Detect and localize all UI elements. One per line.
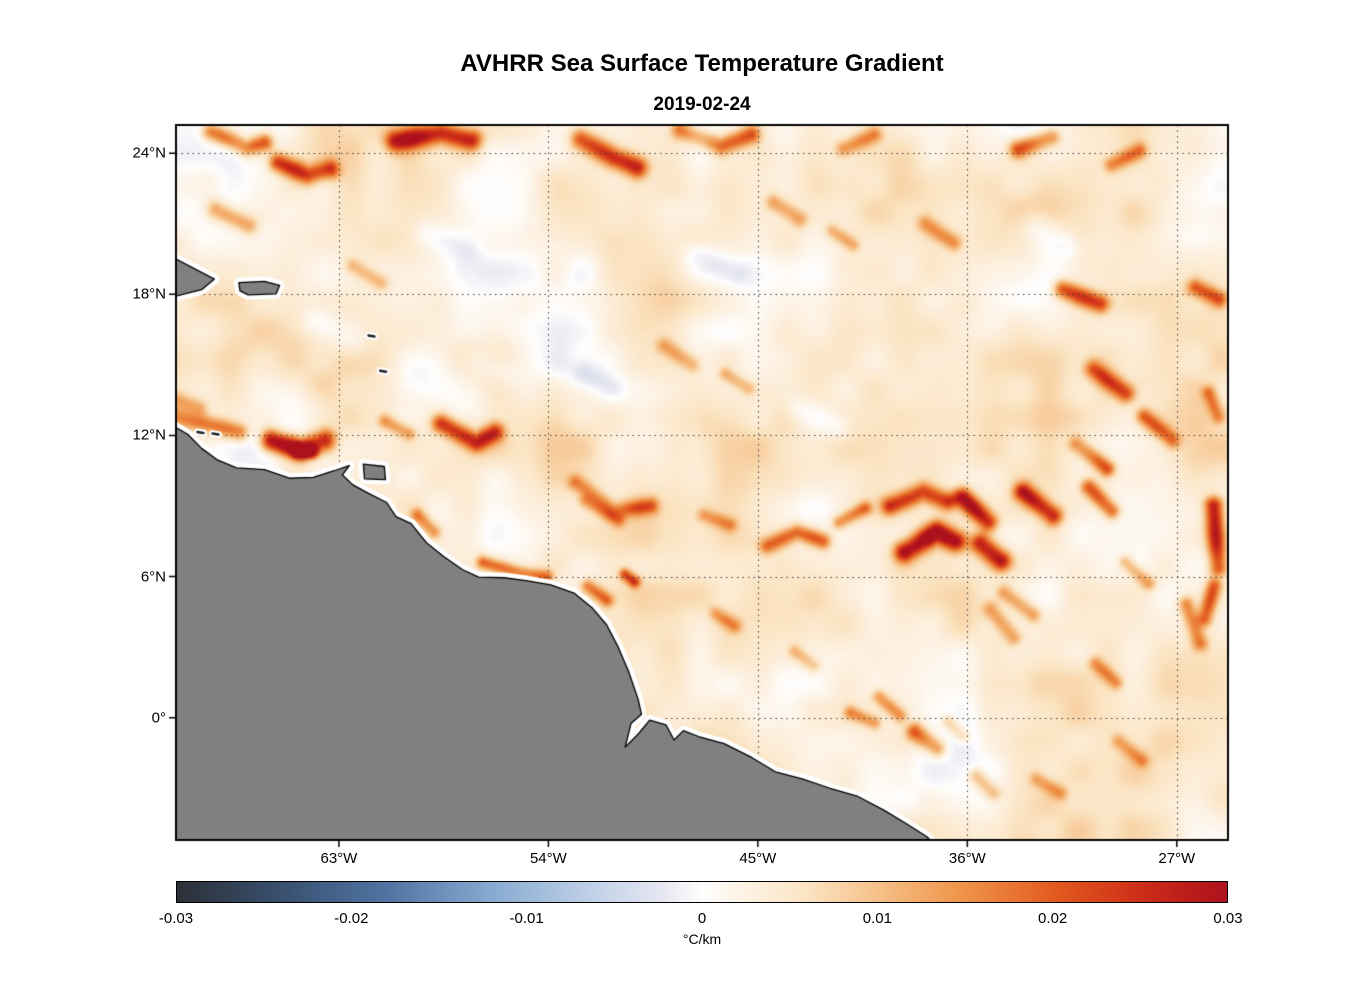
y-tick-label: 0° [151, 709, 166, 727]
x-tick-label: 36°W [948, 850, 986, 867]
colorbar-tick-label: 0.02 [1038, 910, 1068, 927]
x-tick-label: 45°W [739, 850, 777, 867]
colorbar-tick-label: 0.03 [1213, 910, 1243, 927]
colorbar-tick-label: -0.03 [158, 910, 194, 927]
colorbar-tick-label: -0.01 [509, 910, 544, 927]
y-tick-label: 24°N [132, 144, 166, 162]
y-tick-label: 18°N [132, 285, 166, 303]
colorbar-tick-label: -0.02 [334, 910, 369, 927]
x-tick-label: 63°W [320, 850, 358, 867]
x-tick-label: 27°W [1158, 850, 1196, 867]
chart-date: 2019-02-24 [653, 94, 751, 115]
chart-title: AVHRR Sea Surface Temperature Gradient [460, 50, 944, 77]
colorbar-tick-label: 0 [697, 910, 707, 927]
x-tick-label: 54°W [529, 850, 567, 867]
colorbar-unit-label: °C/km [682, 931, 722, 947]
colorbar [176, 881, 1228, 903]
y-tick-label: 6°N [140, 568, 166, 586]
colorbar-gradient [177, 882, 1227, 902]
y-tick-label: 12°N [132, 426, 166, 444]
colorbar-tick-label: 0.01 [862, 910, 892, 927]
